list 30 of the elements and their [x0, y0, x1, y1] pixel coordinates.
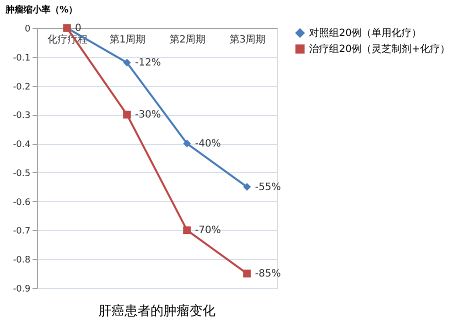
legend-label: 对照组20例（单用化疗）: [309, 27, 422, 39]
y-tick-label: -0.1: [12, 53, 30, 64]
point: [123, 58, 131, 67]
y-tick-label: -0.2: [12, 82, 30, 92]
text: 肝癌患者的肿瘤变化: [98, 303, 216, 319]
data-label: -12%: [135, 58, 161, 69]
y-tick-label: -0.5: [12, 168, 30, 179]
x-tick-label: 第2周期: [169, 34, 206, 46]
point: [183, 226, 191, 234]
y-tick-label: 0: [24, 24, 31, 34]
point: [123, 110, 131, 119]
data-label: -55%: [255, 182, 281, 193]
y-tick-label: -0.4: [12, 140, 31, 150]
y-tick-label: -0.8: [12, 256, 31, 266]
y-axis-title: 肿瘤缩小率（%）: [4, 4, 78, 16]
y-tick-label: -0.9: [12, 284, 31, 294]
legend-label: 治疗组20例（灵芝制剂+化疗）: [309, 43, 450, 55]
x-tick-label: 第3周期: [229, 34, 266, 46]
data-label: -40%: [195, 138, 221, 150]
data-label: -70%: [195, 225, 221, 236]
point: [183, 140, 191, 148]
y-tick-label: -0.6: [12, 198, 31, 208]
data-label: -30%: [135, 110, 161, 121]
data-label: -85%: [255, 268, 281, 280]
data-label: 0: [75, 23, 82, 34]
point: [243, 183, 251, 191]
y-tick-label: -0.3: [12, 111, 30, 122]
y-tick-label: -0.7: [12, 226, 30, 237]
point: [243, 270, 251, 278]
x-tick-label: 第1周期: [109, 34, 146, 46]
